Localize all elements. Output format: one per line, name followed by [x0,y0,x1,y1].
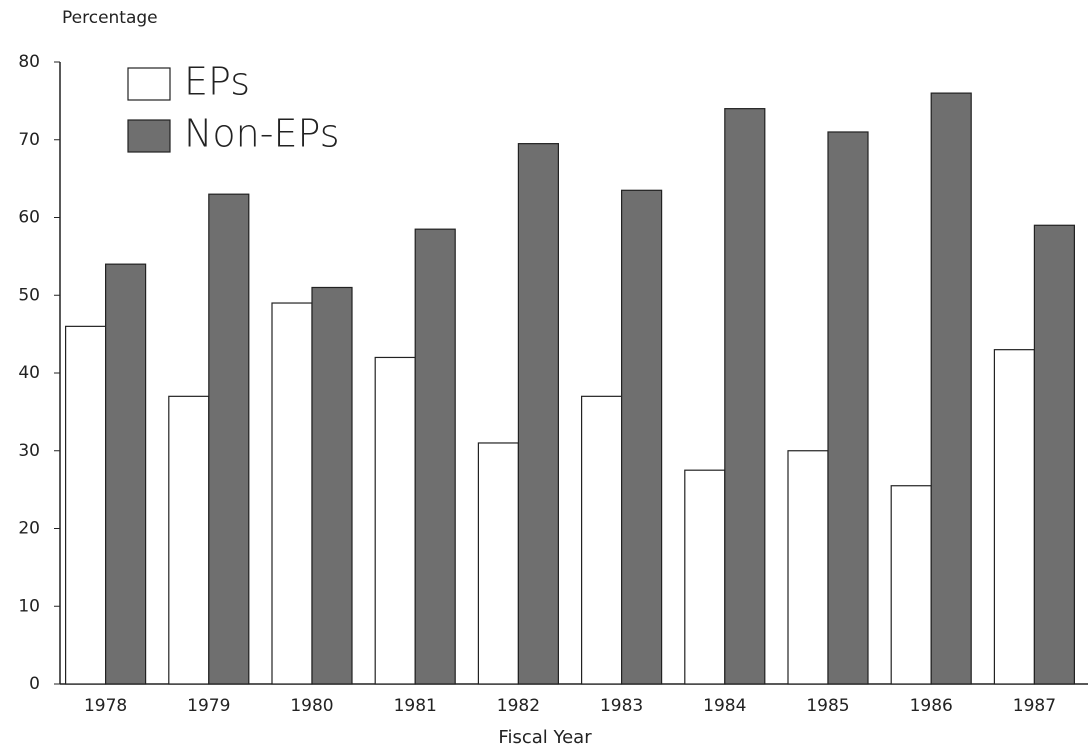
bar [374,356,416,685]
legend-swatch [127,119,171,153]
legend-label: EPs [184,60,250,104]
bar [208,193,250,685]
x-axis-label: Fiscal Year [498,727,592,748]
bar [890,485,932,685]
x-tick-label: 1981 [394,696,437,716]
bar [930,92,972,685]
bar [477,442,519,685]
y-axis-label: Percentage [62,8,158,28]
bar [580,395,623,685]
y-tick-label: 40 [18,363,40,383]
x-tick-label: 1983 [600,696,643,716]
x-tick-label: 1986 [910,696,953,716]
x-tick-label: 1987 [1013,696,1056,716]
y-tick-label: 20 [18,519,40,539]
y-tick-label: 50 [18,285,40,305]
bar [787,450,829,685]
x-tick-label: 1978 [84,696,127,716]
bar [64,325,107,685]
x-tick-label: 1980 [290,696,333,716]
bar [414,228,456,685]
y-tick-label: 0 [29,674,40,694]
bar [168,395,210,685]
x-tick-label: 1984 [703,696,746,716]
legend-label: Non-EPs [184,112,340,156]
y-tick-label: 30 [18,441,40,461]
y-tick-label: 70 [18,130,40,150]
bar [684,469,726,685]
bar [827,131,869,685]
bar [1033,224,1076,685]
bar [993,349,1036,685]
y-tick-label: 60 [18,208,40,228]
x-tick-label: 1979 [187,696,230,716]
bar [724,108,766,685]
bar [311,286,353,685]
legend-swatch [127,67,171,101]
y-tick-label: 10 [18,596,40,616]
x-tick-label: 1985 [806,696,849,716]
y-tick-label: 80 [18,52,40,72]
x-tick-label: 1982 [497,696,540,716]
bar [104,263,147,685]
bar [271,302,313,685]
bar [620,189,663,685]
bar [517,143,560,685]
